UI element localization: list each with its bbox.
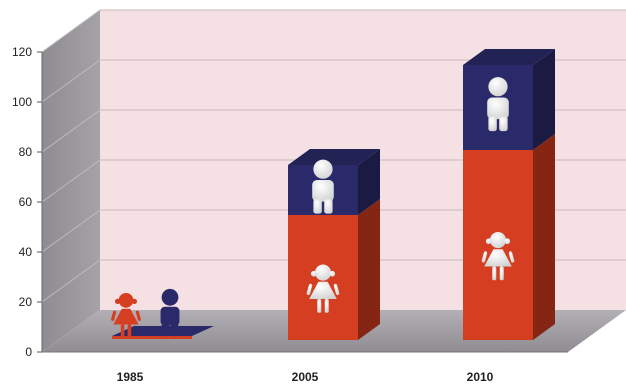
bar-side (358, 149, 380, 215)
bar-segment-2-1 (463, 49, 555, 150)
bar-side (533, 134, 555, 340)
y-tick-label: 60 (19, 195, 33, 209)
y-tick-label: 120 (12, 45, 32, 59)
y-tick-label: 100 (12, 95, 32, 109)
bar-side (533, 49, 555, 150)
gridline-side (41, 259, 101, 303)
y-tick-label: 80 (19, 145, 33, 159)
y-tick-label: 40 (19, 245, 33, 259)
boy-icon (312, 159, 334, 214)
x-category-label: 2010 (467, 370, 494, 382)
gridline-side (41, 209, 101, 253)
bar-segment-1-1 (288, 149, 380, 215)
girl-icon (481, 232, 515, 281)
gridline-side (41, 109, 101, 153)
boy-icon (487, 77, 509, 132)
gridline-side (41, 59, 101, 103)
bar-top (288, 149, 380, 165)
y-axis-ticks: 0 20 40 60 80 100 120 (12, 45, 568, 359)
bar-segment-1-0 (288, 199, 380, 340)
x-category-label: 2005 (292, 370, 319, 382)
bar-segment-girl (112, 336, 192, 339)
x-axis-labels: 1985 2005 2010 (117, 370, 494, 384)
girl-icon (306, 264, 340, 313)
gridline-side (41, 9, 101, 53)
x-category-label: 1985 (117, 370, 144, 382)
bar-1985-slab (111, 288, 214, 339)
y-tick-label: 0 (25, 345, 32, 359)
bar-top (463, 49, 555, 65)
bar-side (358, 199, 380, 340)
bars (111, 49, 555, 340)
girl-icon (111, 293, 141, 338)
boy-icon (160, 288, 180, 337)
bar-segment-2-0 (463, 134, 555, 340)
y-tick-label: 20 (19, 295, 33, 309)
gridline-side (41, 159, 101, 203)
